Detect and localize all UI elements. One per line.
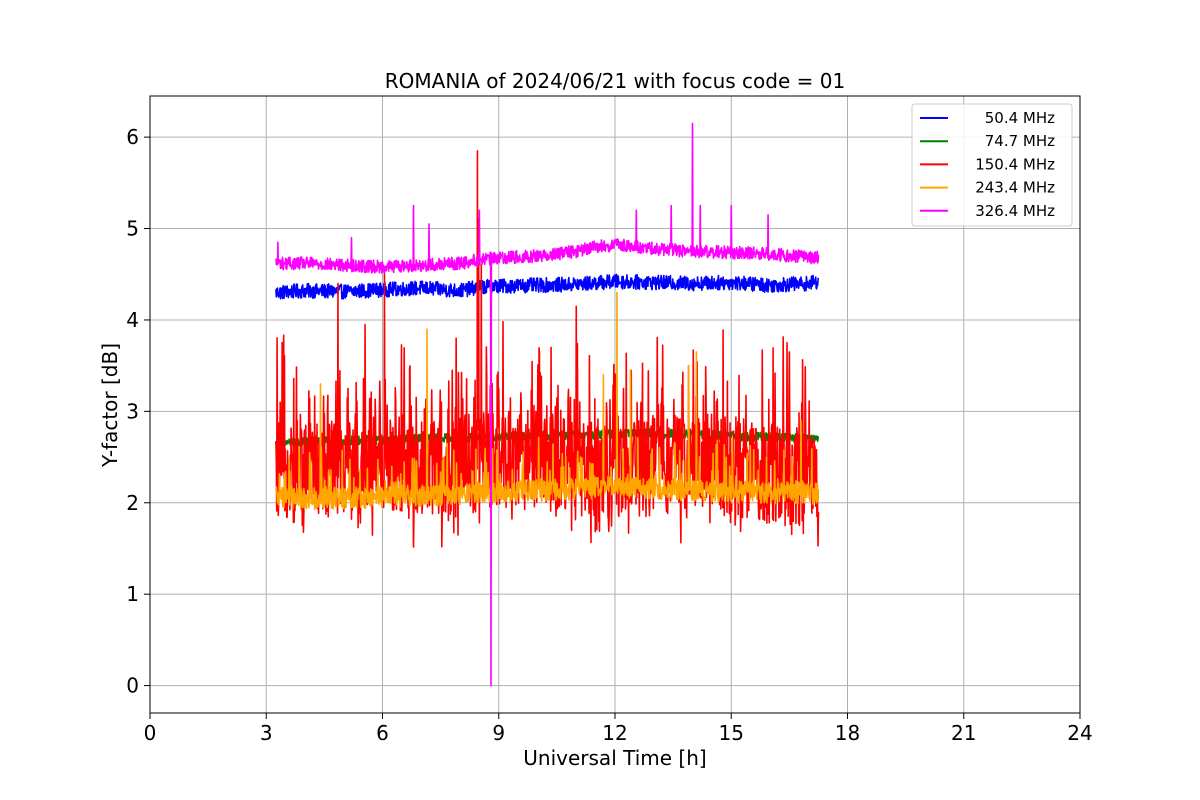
y-tick-label: 6 bbox=[126, 125, 139, 149]
legend-entry: 74.7 MHz bbox=[985, 132, 1055, 150]
series-line bbox=[275, 291, 820, 510]
x-tick-label: 18 bbox=[835, 721, 860, 745]
x-tick-label: 9 bbox=[492, 721, 505, 745]
x-tick-label: 12 bbox=[602, 721, 627, 745]
y-axis: 0 1 2 3 4 5 6 bbox=[126, 125, 150, 698]
y-tick-label: 3 bbox=[126, 399, 139, 423]
x-tick-label: 6 bbox=[376, 721, 389, 745]
x-axis-label: Universal Time [h] bbox=[523, 746, 706, 770]
x-tick-label: 0 bbox=[144, 721, 157, 745]
y-axis-label: Y-factor [dB] bbox=[98, 343, 122, 468]
series-line bbox=[275, 273, 820, 300]
legend-box bbox=[911, 103, 1073, 227]
legend-entry: 150.4 MHz bbox=[975, 155, 1055, 173]
legend: 50.4 MHz 74.7 MHz 150.4 MHz 243.4 MHz 326.4 … bbox=[911, 103, 1073, 227]
x-axis: 0 3 6 9 12 15 18 21 24 bbox=[144, 713, 1093, 745]
y-tick-label: 5 bbox=[126, 217, 139, 241]
legend-entry: 326.4 MHz bbox=[975, 202, 1055, 220]
x-tick-label: 3 bbox=[260, 721, 273, 745]
chart-title: ROMANIA of 2024/06/21 with focus code = … bbox=[385, 69, 845, 93]
y-tick-label: 0 bbox=[126, 674, 139, 698]
y-tick-label: 2 bbox=[126, 491, 139, 515]
series-layer bbox=[275, 122, 820, 687]
legend-entry: 50.4 MHz bbox=[985, 109, 1055, 127]
x-tick-label: 15 bbox=[719, 721, 744, 745]
x-tick-label: 24 bbox=[1067, 721, 1092, 745]
y-tick-label: 4 bbox=[126, 308, 139, 332]
y-tick-label: 1 bbox=[126, 582, 139, 606]
series-line bbox=[275, 122, 820, 687]
legend-entry: 243.4 MHz bbox=[975, 179, 1055, 197]
x-tick-label: 21 bbox=[951, 721, 976, 745]
